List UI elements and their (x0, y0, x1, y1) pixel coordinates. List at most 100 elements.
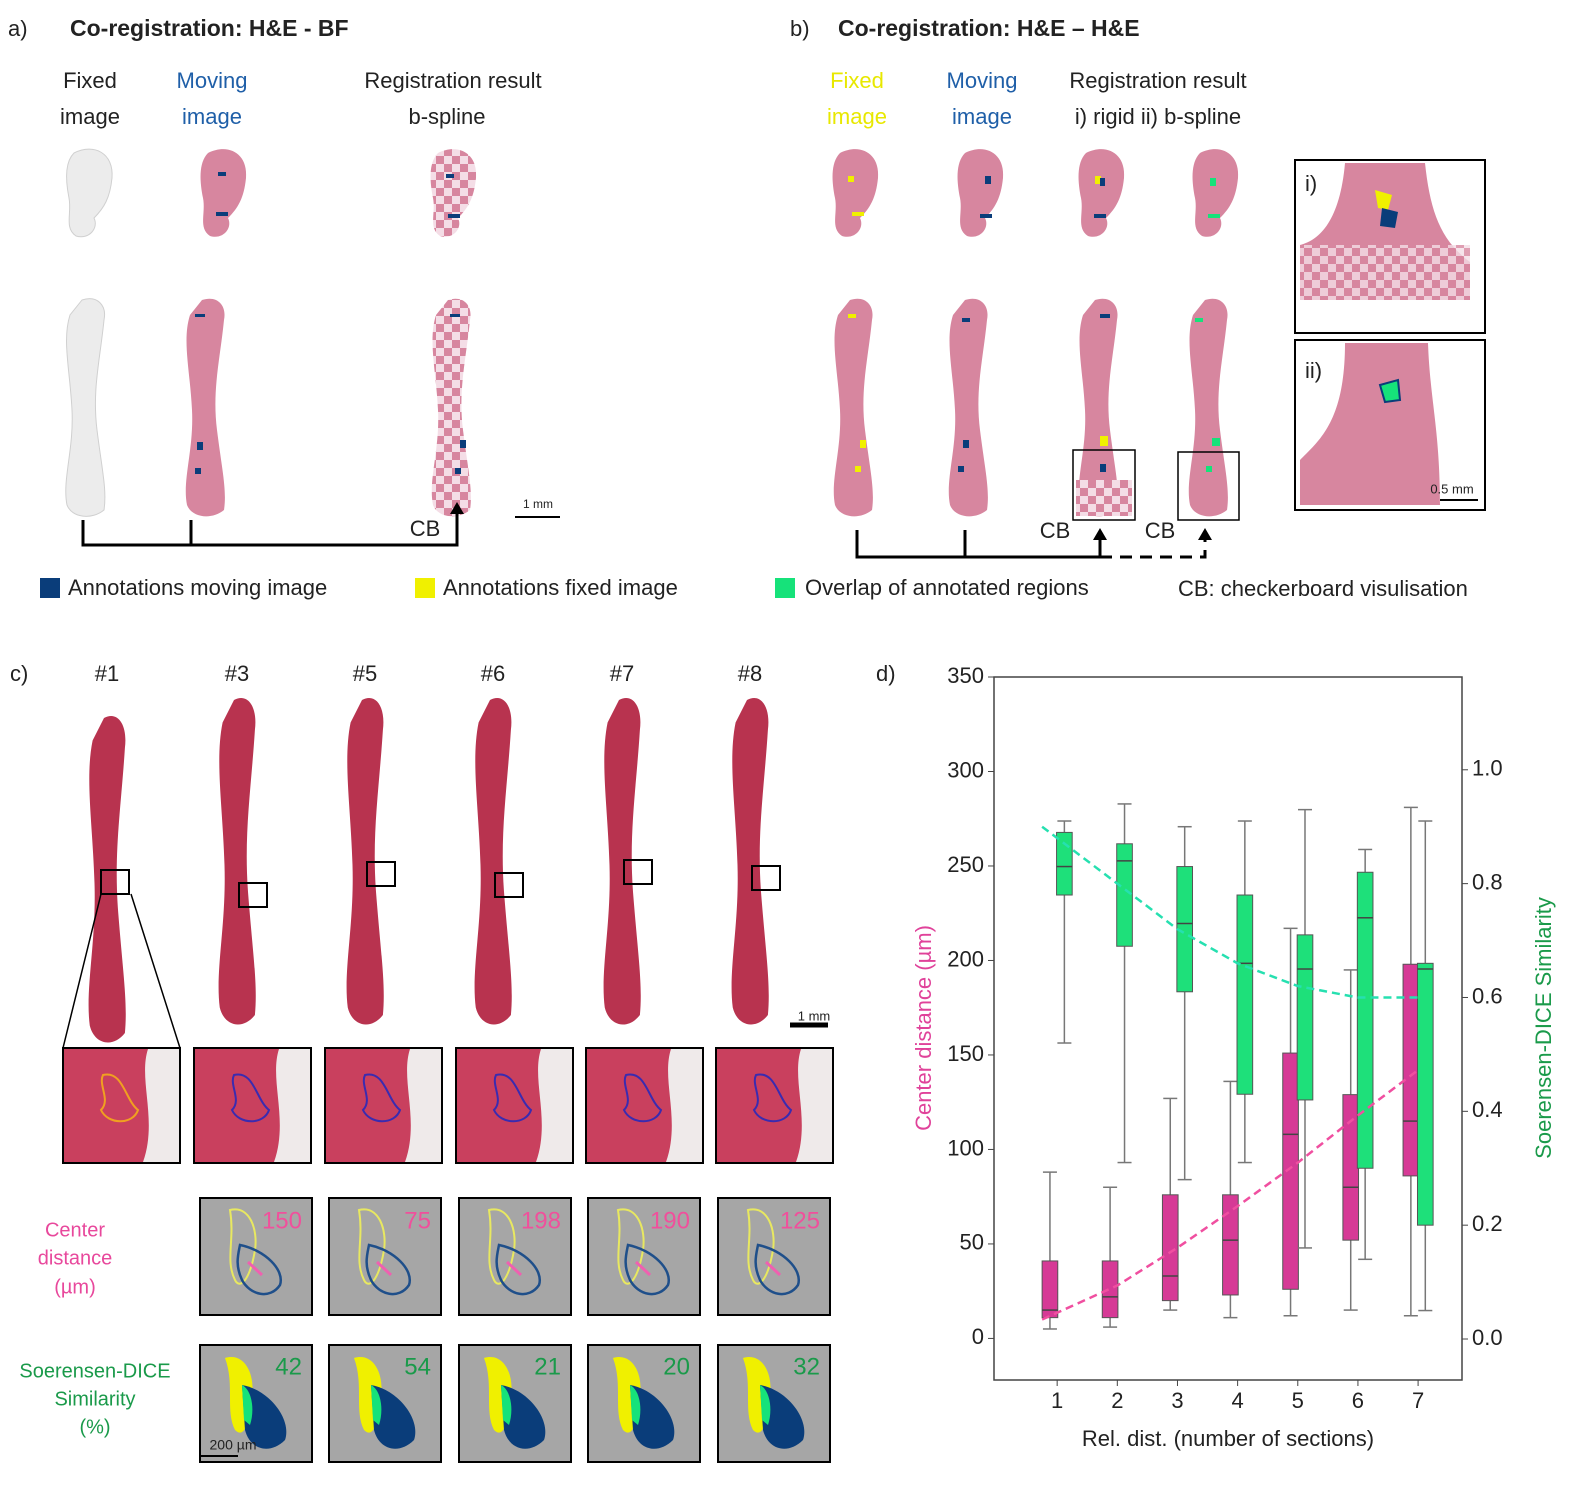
panel-label: c) (10, 661, 28, 686)
center-link (375, 1260, 393, 1277)
header: Registration result (1069, 68, 1246, 93)
moving-region (242, 1385, 287, 1449)
fixed-outline (616, 1208, 645, 1285)
moving-region (630, 1385, 675, 1449)
center-value: 150 (262, 1207, 302, 1234)
annotation-outline (361, 1073, 402, 1123)
header: image (952, 104, 1012, 129)
panel-title: Co-registration: H&E - BF (70, 15, 349, 41)
dice-value: 32 (793, 1353, 820, 1380)
center-value: 75 (404, 1207, 431, 1234)
tissue-edge (796, 1049, 832, 1162)
moving-outline (495, 1243, 542, 1296)
y2-tick-label: 0.6 (1472, 983, 1503, 1008)
fixed-outline (487, 1208, 516, 1285)
y-tick-label: 300 (947, 757, 984, 782)
y2-tick-label: 0.8 (1472, 869, 1503, 894)
zoom-box (1177, 451, 1240, 521)
x-tick-label: 6 (1352, 1388, 1364, 1413)
dice-value: 21 (534, 1353, 561, 1380)
y2-tick-label: 0.4 (1472, 1097, 1503, 1122)
legend-text: Annotations moving image (68, 575, 327, 600)
sample-label: #5 (353, 661, 377, 686)
y2-tick-label: 1.0 (1472, 756, 1503, 781)
annotation-outline (752, 1073, 793, 1123)
center-value: 198 (521, 1207, 561, 1234)
fixed-outline (357, 1208, 386, 1285)
y2-axis-label: Soerensen-DICE Similarity (1531, 897, 1556, 1159)
x-tick-label: 2 (1111, 1388, 1123, 1413)
tissue (603, 698, 641, 1025)
center-link (505, 1260, 523, 1277)
arrow (1093, 528, 1212, 540)
scale-label: 200 µm (210, 1437, 257, 1453)
legend-swatch (775, 578, 795, 598)
tissue-images (65, 148, 477, 517)
arrow (450, 502, 464, 514)
center-link (246, 1260, 264, 1277)
header: Fixed (830, 68, 884, 93)
y-tick-label: 350 (947, 663, 984, 688)
moving-outline (236, 1243, 283, 1296)
overlap-region (371, 1385, 382, 1425)
row-label: (%) (79, 1416, 110, 1438)
scale-label: 1 mm (523, 497, 553, 511)
inset-label: i) (1305, 171, 1317, 196)
panel-label: a) (8, 16, 28, 41)
moving-region (371, 1385, 416, 1449)
trend-line (1041, 1069, 1419, 1321)
header: image (182, 104, 242, 129)
fixed-outline (746, 1208, 775, 1285)
annotation-outline (230, 1073, 271, 1123)
panel-c-images: 150 42 75 54 198 21 190 20 125 32 (62, 698, 834, 1463)
overlap-region (630, 1385, 641, 1425)
legend-text: Overlap of annotated regions (805, 575, 1089, 600)
tissue-edge (666, 1049, 702, 1162)
sample-label: #7 (610, 661, 634, 686)
moving-region (501, 1385, 546, 1449)
center-link (634, 1260, 652, 1277)
tissue (474, 698, 512, 1025)
inset-i (1294, 159, 1486, 334)
box (1101, 1260, 1119, 1319)
cb-label: CB (410, 516, 441, 541)
connector (81, 512, 459, 547)
sample-label: #1 (95, 661, 119, 686)
overlay-box (458, 1197, 572, 1316)
header: Fixed (63, 68, 117, 93)
x-tick-label: 3 (1171, 1388, 1183, 1413)
box (1282, 1052, 1299, 1290)
row-label: (µm) (54, 1276, 96, 1298)
zoom-marker (238, 882, 268, 908)
legend-text: CB: checkerboard visulisation (1178, 576, 1468, 601)
box (1296, 934, 1314, 1101)
overlay-box (717, 1197, 831, 1316)
tissue (218, 698, 256, 1025)
y-tick-label: 0 (972, 1324, 984, 1349)
header: Registration result (364, 68, 541, 93)
legend-swatch (415, 578, 435, 598)
zoom-lines (62, 893, 181, 1049)
y-tick-label: 250 (947, 852, 984, 877)
zoom-box (1072, 449, 1136, 521)
box (1222, 1194, 1239, 1296)
row-label: Center (45, 1219, 105, 1241)
inset-label: ii) (1305, 358, 1322, 383)
x-axis-label: Rel. dist. (number of sections) (1082, 1426, 1374, 1451)
annotation-outline (99, 1073, 140, 1123)
trend-line (1041, 825, 1419, 999)
overlap-region (760, 1385, 771, 1425)
row-label: Soerensen-DICE (19, 1360, 170, 1382)
header: image (827, 104, 887, 129)
overlap-region (242, 1385, 253, 1425)
box (1041, 1260, 1059, 1319)
dice-value: 54 (404, 1353, 431, 1380)
legend-text: Annotations fixed image (443, 575, 678, 600)
tissue-edge (536, 1049, 572, 1162)
tissue-edge (405, 1049, 441, 1162)
center-value: 125 (780, 1207, 820, 1234)
sample-label: #6 (481, 661, 505, 686)
annotation-outline (492, 1073, 533, 1123)
x-tick-label: 5 (1292, 1388, 1304, 1413)
